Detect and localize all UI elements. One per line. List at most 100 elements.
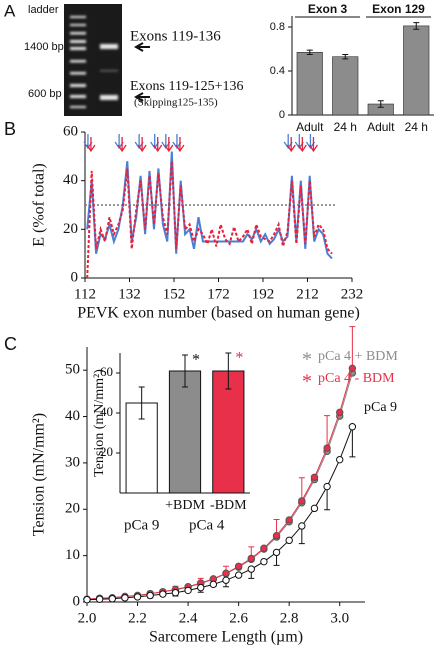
data-point — [298, 497, 306, 505]
data-point — [323, 482, 331, 491]
bar — [168, 370, 202, 494]
data-point — [285, 516, 293, 524]
error-bar — [182, 354, 188, 388]
band-label: Exons 119-136 — [130, 28, 221, 44]
y-tick-label: 0 — [71, 269, 79, 285]
x-tick-label: 2.0 — [78, 610, 97, 626]
x-tick-label: 172 — [207, 286, 230, 302]
data-point — [260, 544, 268, 552]
group-label: Exon 3 — [308, 2, 348, 16]
panel-label: A — [4, 1, 16, 20]
legend-label: pCa 4 + BDM — [318, 349, 398, 364]
group-label: pCa 9 — [124, 517, 159, 533]
error-bar — [324, 415, 331, 449]
data-point — [209, 580, 218, 589]
exon-arrow — [308, 137, 318, 153]
x-tick-label: -BDM — [210, 498, 247, 513]
bar-annotation: * — [192, 352, 200, 369]
error-bar — [306, 49, 313, 55]
exon-arrow — [86, 137, 96, 153]
x-tick-label: 112 — [74, 286, 96, 302]
data-point — [247, 565, 255, 573]
data-point — [348, 423, 357, 431]
error-bar — [413, 22, 420, 30]
data-point — [348, 364, 357, 373]
data-point — [83, 595, 91, 604]
data-point — [184, 586, 192, 595]
legend-label: pCa 9 — [364, 400, 397, 415]
data-point — [171, 589, 180, 597]
data-point — [234, 562, 243, 570]
y-tick-label: 20 — [65, 501, 80, 517]
y-axis-label: Tension (mN/mm²) — [31, 413, 48, 536]
data-point — [222, 569, 230, 577]
error-bar — [324, 486, 331, 511]
data-point — [234, 571, 243, 579]
x-tick-label: 2.8 — [280, 610, 299, 626]
error-bar — [377, 100, 384, 108]
x-tick-label: 192 — [252, 286, 275, 302]
data-point — [298, 522, 306, 530]
x-tick-label: 2.6 — [229, 610, 248, 626]
y-tick-label: 40 — [100, 404, 113, 419]
data-point — [95, 595, 104, 603]
y-tick-label: 50 — [65, 362, 80, 378]
data-point — [285, 536, 293, 545]
x-tick-label: 232 — [341, 286, 364, 302]
band-label: Exons 119-125+136 — [130, 79, 244, 94]
data-point — [146, 591, 154, 600]
x-tick-label: +BDM — [165, 498, 205, 513]
data-point — [323, 444, 331, 452]
error-bar — [298, 477, 305, 501]
error-bar — [342, 54, 349, 60]
y-tick-label: 0 — [279, 109, 285, 121]
error-bar — [225, 352, 232, 390]
y-tick-label: 0.8 — [270, 21, 285, 33]
y-axis-label: E (%of total) — [31, 163, 48, 247]
data-point — [222, 576, 230, 584]
series-line — [86, 426, 353, 601]
arrow — [133, 42, 150, 52]
x-tick-label: Adult — [367, 120, 395, 134]
y-tick-label: 20 — [63, 221, 78, 237]
bar — [332, 56, 359, 116]
x-tick-label: 212 — [296, 286, 319, 302]
data-point — [272, 532, 281, 540]
data-point — [336, 455, 344, 464]
x-tick-label: 2.4 — [179, 610, 198, 626]
exon-arrow — [137, 137, 147, 153]
bar-annotation: * — [235, 350, 243, 367]
x-axis-label: PEVK exon number (based on human gene) — [77, 305, 360, 322]
x-axis-label: Sarcomere Length (µm) — [149, 629, 303, 646]
gel-bands — [70, 16, 118, 108]
y-axis-label: Tension (mN/mm²) — [92, 369, 107, 477]
x-tick-label: 152 — [163, 286, 186, 302]
data-point — [133, 593, 142, 601]
exon-arrow — [117, 137, 127, 153]
data-point — [247, 554, 255, 563]
data-point — [272, 548, 281, 557]
y-tick-label: 10 — [65, 547, 80, 563]
y-tick-label: 60 — [63, 123, 78, 139]
data-point — [159, 590, 167, 598]
y-tick-label: 0.4 — [270, 65, 285, 77]
exon-arrow — [297, 137, 307, 153]
y-tick-label: 40 — [65, 408, 80, 424]
error-bar — [349, 426, 356, 458]
exon-arrow — [175, 137, 185, 153]
band-label: (Skipping125-135) — [134, 97, 218, 109]
x-tick-label: 24 h — [334, 120, 357, 134]
panel-label: C — [4, 334, 17, 354]
x-tick-label: 24 h — [405, 120, 428, 134]
y-tick-label: 30 — [65, 454, 80, 470]
data-point — [121, 594, 129, 602]
bar — [296, 52, 323, 116]
exon-arrow — [153, 137, 163, 153]
legend-label: pCa 4 - BDM — [318, 371, 395, 386]
series-line — [86, 161, 333, 279]
legend-marker: * — [302, 349, 312, 371]
panel-label: B — [4, 119, 16, 139]
data-point — [336, 408, 344, 417]
